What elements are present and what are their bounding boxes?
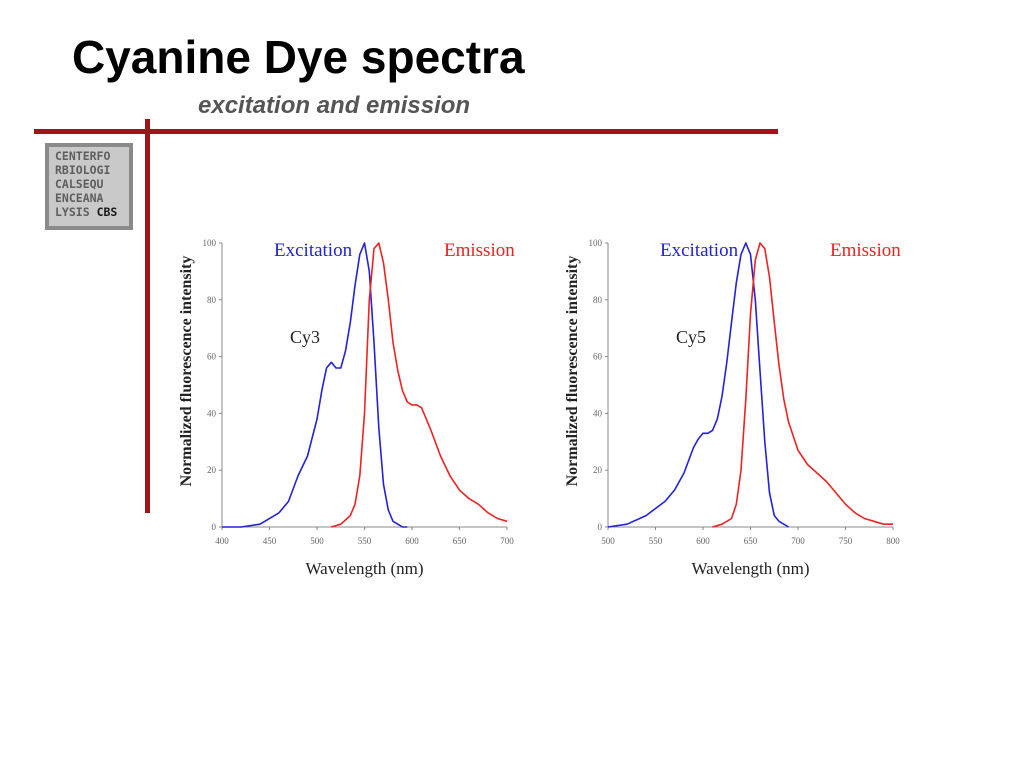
logo-line-3: CALSEQU (55, 177, 104, 191)
emission-series-line (331, 242, 508, 528)
chart-svg: 0 20 40 60 80 100 500 550 600 650 700 750 800 Normali… (564, 238, 901, 578)
legend-excitation: Excitation (660, 240, 739, 261)
horizontal-accent-rule (34, 129, 778, 134)
x-tick-label: 700 (500, 536, 514, 546)
y-tick-label: 20 (593, 465, 603, 475)
cy3-spectrum-chart: 0 20 40 60 80 100 400 450 500 550 600 650 700 Normali… (170, 186, 565, 586)
cbs-logo: CENTERFO RBIOLOGI CALSEQU ENCEANA LYSIS … (45, 143, 133, 230)
y-tick-label: 40 (207, 408, 217, 418)
x-tick-label: 550 (649, 536, 663, 546)
emission-series-line (712, 242, 893, 528)
legend-excitation: Excitation (274, 240, 353, 261)
y-axis-label: Normalized fluorescence intensity (564, 256, 581, 487)
dye-annotation: Cy5 (676, 327, 706, 347)
y-tick-label: 80 (207, 295, 217, 305)
excitation-series-line (222, 242, 408, 528)
x-tick-label: 700 (791, 536, 805, 546)
x-axis-label: Wavelength (nm) (305, 559, 423, 578)
x-tick-label: 800 (886, 536, 900, 546)
logo-line-2: RBIOLOGI (55, 163, 111, 177)
x-tick-label: 400 (215, 536, 229, 546)
legend-emission: Emission (830, 240, 901, 261)
y-tick-label: 100 (589, 238, 603, 248)
logo-cbs-text: CBS (96, 205, 118, 219)
y-tick-label: 100 (203, 238, 217, 248)
slide-title: Cyanine Dye spectra (72, 31, 525, 83)
logo-line-5-text: LYSIS (55, 205, 90, 219)
dye-annotation: Cy3 (290, 327, 320, 347)
x-tick-label: 600 (696, 536, 710, 546)
x-tick-label: 650 (453, 536, 467, 546)
y-axis-label: Normalized fluorescence intensity (178, 256, 195, 487)
y-tick-label: 20 (207, 465, 217, 475)
legend-emission: Emission (444, 240, 515, 261)
slide-subtitle: excitation and emission (198, 92, 471, 119)
x-tick-label: 500 (310, 536, 324, 546)
y-tick-label: 0 (598, 522, 603, 532)
chart-svg: 0 20 40 60 80 100 400 450 500 550 600 650 700 Normali… (178, 238, 515, 578)
x-axis-label: Wavelength (nm) (691, 559, 809, 578)
y-tick-label: 0 (212, 522, 217, 532)
y-tick-label: 80 (593, 295, 603, 305)
y-tick-label: 40 (593, 408, 603, 418)
x-tick-label: 600 (405, 536, 419, 546)
vertical-accent-rule (145, 119, 150, 513)
x-tick-label: 650 (744, 536, 758, 546)
cbs-logo-panel: CENTERFO RBIOLOGI CALSEQU ENCEANA LYSIS … (49, 147, 129, 226)
y-tick-label: 60 (593, 352, 603, 362)
x-tick-label: 450 (263, 536, 277, 546)
logo-line-4: ENCEANA (55, 191, 104, 205)
y-tick-label: 60 (207, 352, 217, 362)
logo-line-5: LYSIS CBS (55, 205, 118, 219)
logo-line-1: CENTERFO (55, 149, 111, 163)
excitation-series-line (607, 242, 789, 528)
cy5-spectrum-chart: 0 20 40 60 80 100 500 550 600 650 700 750 800 Normali… (556, 186, 951, 586)
x-tick-label: 500 (601, 536, 615, 546)
x-tick-label: 750 (839, 536, 853, 546)
x-tick-label: 550 (358, 536, 372, 546)
